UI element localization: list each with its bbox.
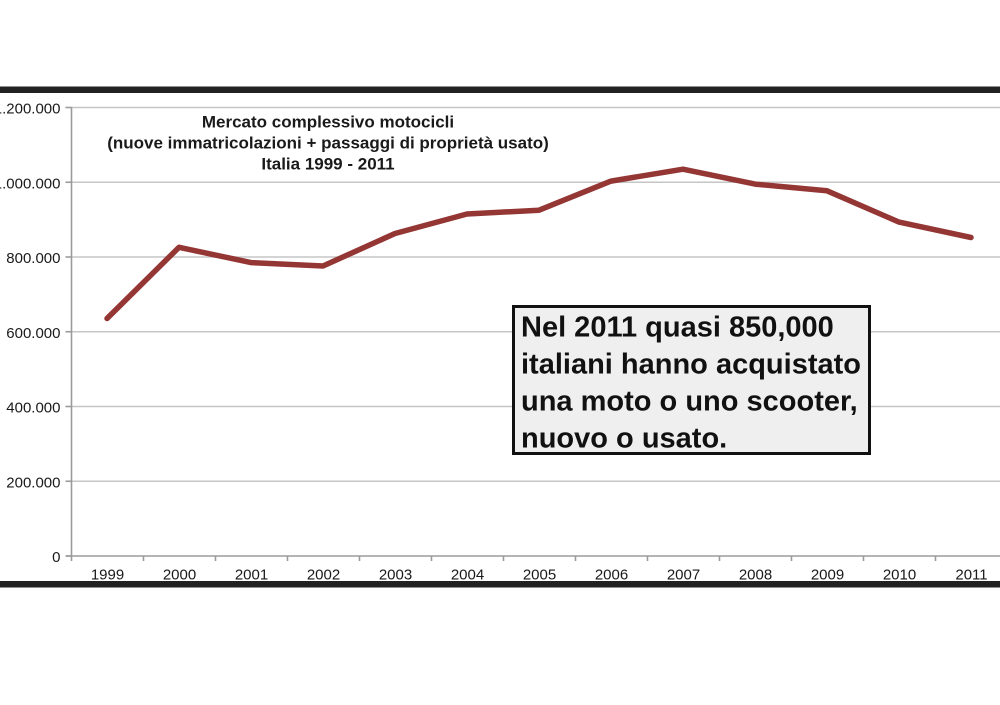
svg-text:1999: 1999: [91, 567, 124, 584]
svg-text:nuovo o usato.: nuovo o usato.: [521, 423, 727, 455]
svg-text:2002: 2002: [307, 567, 340, 584]
svg-text:2001: 2001: [235, 567, 268, 584]
svg-text:2008: 2008: [739, 567, 772, 584]
svg-text:2011: 2011: [955, 567, 987, 584]
svg-text:2004: 2004: [451, 567, 484, 584]
svg-text:italiani hanno acquistato: italiani hanno acquistato: [521, 349, 861, 381]
svg-text:1.000.000: 1.000.000: [0, 175, 61, 192]
svg-text:(nuove immatricolazioni + pass: (nuove immatricolazioni + passaggi di pr…: [107, 134, 549, 153]
svg-text:0: 0: [52, 549, 60, 566]
svg-text:400.000: 400.000: [6, 400, 60, 417]
svg-text:Mercato complessivo motocicli: Mercato complessivo motocicli: [202, 113, 454, 132]
svg-text:2009: 2009: [811, 567, 844, 584]
svg-text:2010: 2010: [883, 567, 916, 584]
svg-text:2000: 2000: [163, 567, 196, 584]
svg-text:Nel 2011 quasi 850,000: Nel 2011 quasi 850,000: [521, 312, 834, 344]
svg-text:una moto o uno scooter,: una moto o uno scooter,: [521, 386, 858, 418]
svg-text:800.000: 800.000: [6, 250, 60, 267]
svg-text:600.000: 600.000: [6, 325, 60, 342]
svg-text:2003: 2003: [379, 567, 412, 584]
svg-text:200.000: 200.000: [6, 474, 60, 491]
svg-text:2007: 2007: [667, 567, 700, 584]
svg-text:2005: 2005: [523, 567, 556, 584]
svg-text:1.200.000: 1.200.000: [0, 101, 61, 118]
svg-text:2006: 2006: [595, 567, 628, 584]
svg-text:Italia 1999 - 2011: Italia 1999 - 2011: [261, 155, 394, 174]
